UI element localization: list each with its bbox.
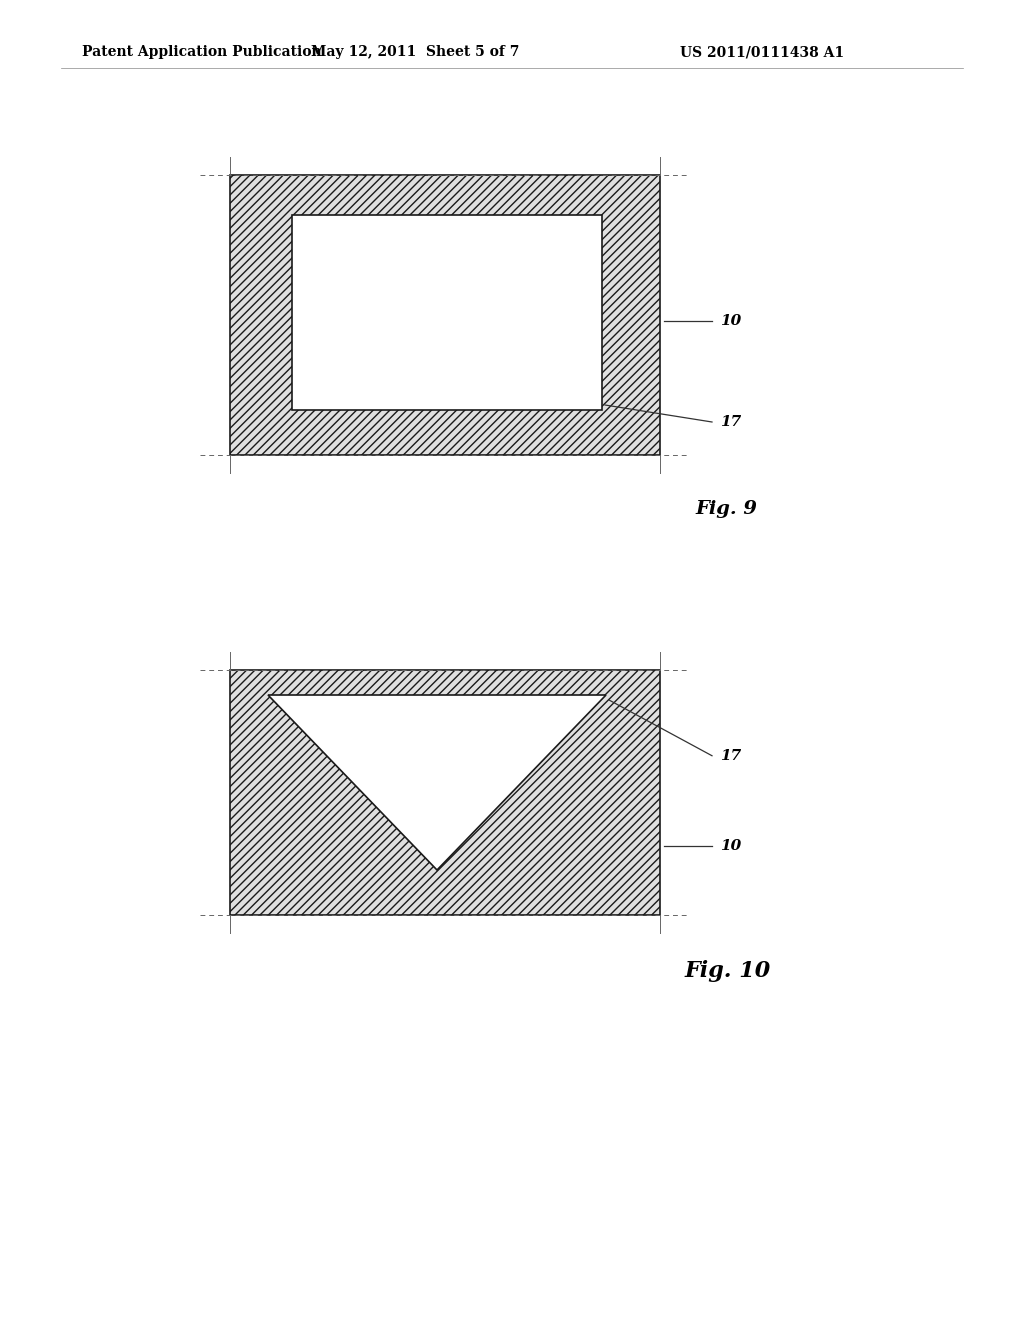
Text: 17: 17	[720, 414, 741, 429]
Text: 10: 10	[720, 314, 741, 327]
Bar	[292, 215, 602, 411]
Bar	[230, 176, 660, 455]
Text: May 12, 2011  Sheet 5 of 7: May 12, 2011 Sheet 5 of 7	[311, 45, 519, 59]
Text: 17: 17	[720, 748, 741, 763]
Polygon shape	[268, 696, 606, 870]
Bar	[230, 671, 660, 915]
Text: Fig. 10: Fig. 10	[685, 960, 771, 982]
Text: US 2011/0111438 A1: US 2011/0111438 A1	[680, 45, 844, 59]
Text: Patent Application Publication: Patent Application Publication	[82, 45, 322, 59]
Text: Fig. 9: Fig. 9	[695, 500, 757, 517]
Text: 10: 10	[720, 840, 741, 854]
